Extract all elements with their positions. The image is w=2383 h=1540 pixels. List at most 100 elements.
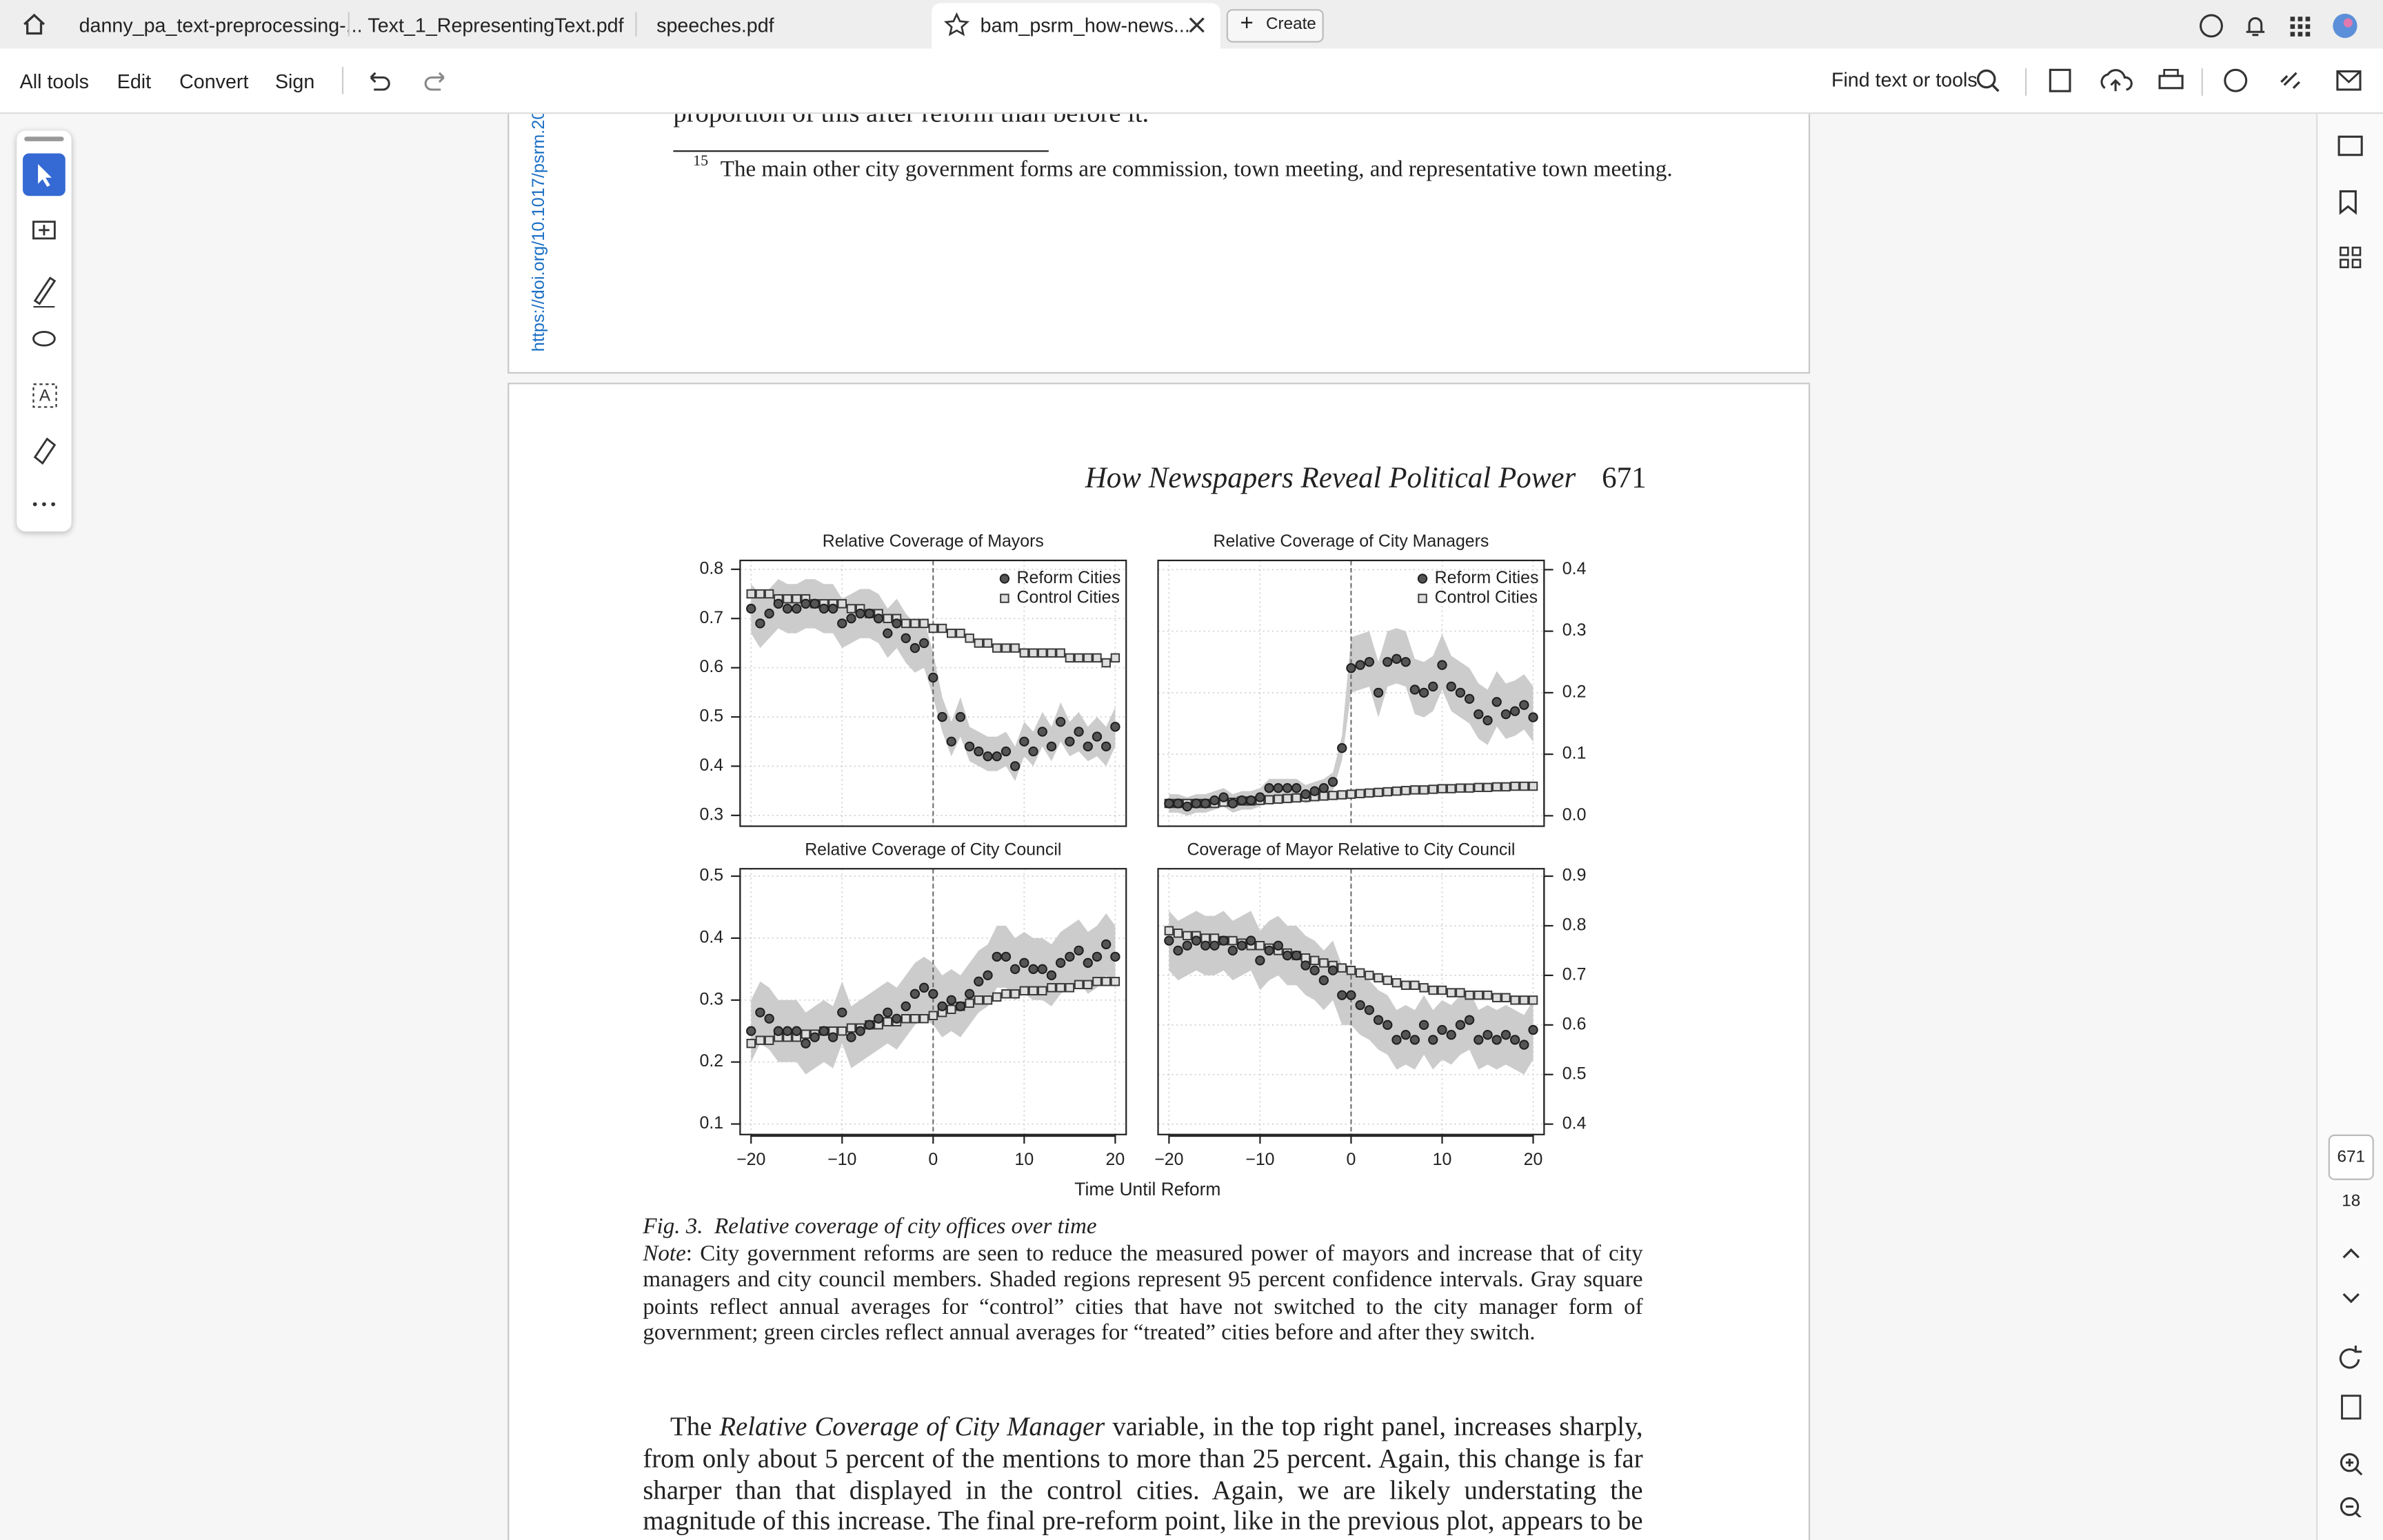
point: [1419, 785, 1429, 795]
point: [1173, 945, 1183, 956]
tab[interactable]: Text_1_RepresentingText.pdf: [368, 13, 624, 37]
plus-icon: +: [1240, 10, 1254, 37]
point: [764, 1035, 774, 1045]
point: [1474, 709, 1484, 720]
x-tick-label: −10: [827, 1150, 856, 1169]
point: [1218, 935, 1229, 946]
menu-item[interactable]: Convert: [179, 70, 249, 93]
point: [1092, 977, 1102, 986]
x-tick-label: 20: [1524, 1150, 1543, 1169]
point: [1474, 990, 1484, 1000]
point: [1083, 653, 1093, 663]
page-input[interactable]: 671: [2328, 1134, 2374, 1180]
toolbar-icons[interactable]: [1974, 67, 2363, 97]
x-tick-label: 0: [1347, 1150, 1356, 1169]
page-number: 671: [1602, 463, 1647, 496]
point: [746, 1038, 756, 1048]
point: [1173, 798, 1183, 809]
point: [1474, 1035, 1484, 1045]
point: [1346, 990, 1356, 1000]
create-button[interactable]: [1226, 9, 1324, 43]
nav-icons[interactable]: [2337, 1244, 2368, 1517]
point: [855, 608, 865, 619]
point: [1264, 783, 1274, 793]
point: [1519, 700, 1529, 710]
point: [782, 1026, 793, 1036]
point: [1291, 793, 1301, 803]
footnote-number: 15: [693, 153, 709, 170]
point: [846, 604, 856, 614]
point: [1019, 986, 1029, 996]
header-icons[interactable]: [2198, 12, 2364, 40]
create-label[interactable]: Create: [1266, 15, 1316, 34]
point: [946, 736, 956, 747]
point: [1446, 1030, 1456, 1040]
y-tick-label: 0.8: [700, 558, 724, 578]
close-icon[interactable]: [1189, 17, 1205, 33]
point: [909, 642, 921, 654]
point: [1255, 941, 1265, 951]
search-label[interactable]: Find text or tools: [1831, 68, 1978, 92]
point: [1355, 968, 1365, 978]
point: [1391, 786, 1402, 796]
point: [1365, 971, 1374, 980]
point: [964, 741, 975, 752]
point: [1400, 1030, 1411, 1040]
point: [1255, 955, 1265, 966]
point: [1164, 798, 1174, 809]
point: [965, 998, 974, 1008]
tool-icons[interactable]: A: [23, 154, 66, 534]
point: [1446, 988, 1456, 997]
star-icon[interactable]: [943, 12, 970, 37]
point: [1509, 1035, 1520, 1045]
point: [1409, 685, 1420, 695]
point: [1282, 950, 1293, 961]
point: [1227, 798, 1238, 809]
undo-redo[interactable]: [365, 68, 450, 92]
point: [1519, 995, 1529, 1005]
tab[interactable]: bam_psrm_how-news...: [980, 13, 1190, 37]
point: [1164, 935, 1174, 946]
point: [1300, 789, 1311, 800]
point: [1001, 989, 1011, 999]
menu-item[interactable]: Edit: [117, 70, 152, 93]
y-tick-label: 0.5: [1562, 1064, 1587, 1083]
y-tick-label: 0.2: [1562, 682, 1587, 701]
point: [1065, 736, 1075, 747]
point: [1101, 658, 1111, 668]
y-tick-label: 0.1: [1562, 744, 1587, 763]
point: [883, 614, 893, 623]
point: [801, 598, 811, 609]
sidebar-icons[interactable]: [2334, 134, 2367, 270]
point: [1009, 964, 1020, 974]
point: [1046, 741, 1057, 752]
menu-item[interactable]: Sign: [274, 70, 315, 93]
active-tab[interactable]: [932, 3, 1220, 49]
point: [1264, 945, 1274, 956]
point: [1491, 993, 1502, 1002]
point: [755, 618, 765, 629]
point: [1501, 993, 1511, 1002]
point: [1028, 746, 1038, 757]
point: [1200, 940, 1211, 951]
point: [1391, 1035, 1402, 1045]
home-icon[interactable]: [21, 12, 47, 37]
menu-item[interactable]: All tools: [19, 70, 90, 93]
point: [764, 608, 774, 619]
point: [1428, 681, 1438, 692]
x-tick-label: 20: [1106, 1150, 1125, 1169]
point: [1519, 1040, 1529, 1050]
point: [1437, 660, 1447, 670]
tool-panel: A: [17, 130, 72, 534]
tab[interactable]: danny_pa_text-preprocessing-...: [79, 13, 363, 37]
point: [818, 1026, 829, 1036]
point: [928, 672, 938, 683]
point: [1001, 746, 1012, 757]
tab[interactable]: speeches.pdf: [656, 13, 774, 37]
point: [946, 995, 956, 1005]
legend-marker: [1418, 594, 1427, 603]
point: [1355, 660, 1365, 670]
point: [983, 638, 993, 648]
x-tick-label: −20: [736, 1150, 765, 1169]
point: [1382, 1020, 1393, 1030]
